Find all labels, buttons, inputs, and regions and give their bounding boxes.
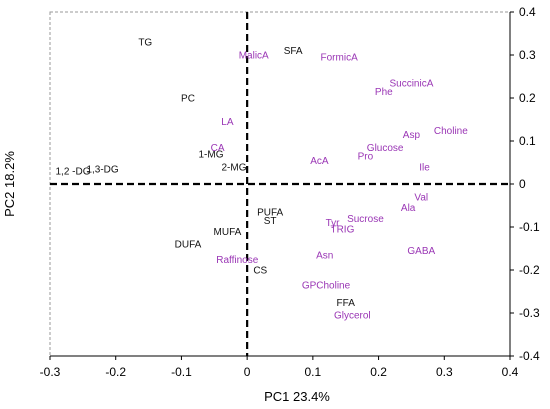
point-label-asp: Asp [403, 130, 421, 141]
point-label-glucose: Glucose [367, 143, 404, 154]
point-label-choline: Choline [434, 126, 468, 137]
point-label-phe: Phe [375, 87, 393, 98]
point-label-asn: Asn [316, 250, 333, 261]
x-tick-label: 0.4 [502, 365, 519, 379]
point-label-aca: AcA [310, 156, 329, 167]
point-label-cs: CS [253, 266, 267, 277]
x-tick-label: 0.3 [436, 365, 453, 379]
point-label-glycerol: Glycerol [334, 311, 371, 322]
point-label-formica: FormicA [321, 53, 359, 64]
y-tick-label: -0.3 [519, 306, 540, 320]
point-label-trig: TRIG [330, 225, 354, 236]
point-label-ala: Ala [401, 203, 416, 214]
x-tick-label: 0 [244, 365, 251, 379]
y-axis: 0.4 0.3 0.2 0.1 0 -0.1 -0.2 -0.3 -0.4 [509, 5, 540, 363]
point-label-pufa: PUFA [257, 207, 283, 218]
point-label-malica: MalicA [239, 51, 269, 62]
point-label-1-3-dg: 1,3-DG [86, 164, 118, 175]
x-axis: -0.3 -0.2 -0.1 0 0.1 0.2 0.3 0.4 [40, 355, 519, 379]
point-label-1-2-dg: 1,2 -DG [55, 167, 90, 178]
point-label-dufa: DUFA [175, 240, 202, 251]
x-tick-label: -0.1 [171, 365, 192, 379]
point-label-ca: CA [211, 143, 225, 154]
y-tick-label: 0.1 [519, 134, 536, 148]
y-tick-label: 0.3 [519, 48, 536, 62]
point-label-succinica: SuccinicA [389, 78, 433, 89]
point-label-2-mg: 2-MG [222, 162, 247, 173]
y-tick-label: -0.1 [519, 220, 540, 234]
point-label-sucrose: Sucrose [347, 214, 384, 225]
x-axis-title: PC1 23.4% [264, 389, 330, 404]
x-tick-label: -0.2 [105, 365, 126, 379]
x-tick-label: 0.1 [305, 365, 322, 379]
y-tick-label: 0.2 [519, 91, 536, 105]
y-tick-label: 0.4 [519, 5, 536, 19]
zero-lines [50, 12, 510, 356]
point-label-1-mg: 1-MG [199, 149, 224, 160]
x-tick-label: -0.3 [40, 365, 61, 379]
point-label-val: Val [414, 192, 428, 203]
point-label-ffa: FFA [337, 298, 356, 309]
point-label-raffinose: Raffinose [216, 255, 259, 266]
point-label-gaba: GABA [407, 246, 435, 257]
point-label-st: ST [264, 216, 277, 227]
y-axis-title: PC2 18.2% [2, 151, 17, 217]
point-label-gpcholine: GPCholine [302, 281, 351, 292]
y-tick-label: 0 [519, 177, 526, 191]
point-label-sfa: SFA [284, 46, 303, 57]
point-label-pc: PC [181, 94, 195, 105]
point-label-pro: Pro [358, 152, 374, 163]
point-label-tyr: Tyr [326, 218, 341, 229]
point-label-la: LA [221, 117, 234, 128]
y-tick-label: -0.4 [519, 349, 540, 363]
x-tick-label: 0.2 [370, 365, 387, 379]
y-tick-label: -0.2 [519, 263, 540, 277]
point-label-ile: Ile [419, 162, 430, 173]
point-label-mufa: MUFA [214, 227, 242, 238]
point-label-tg: TG [138, 38, 152, 49]
